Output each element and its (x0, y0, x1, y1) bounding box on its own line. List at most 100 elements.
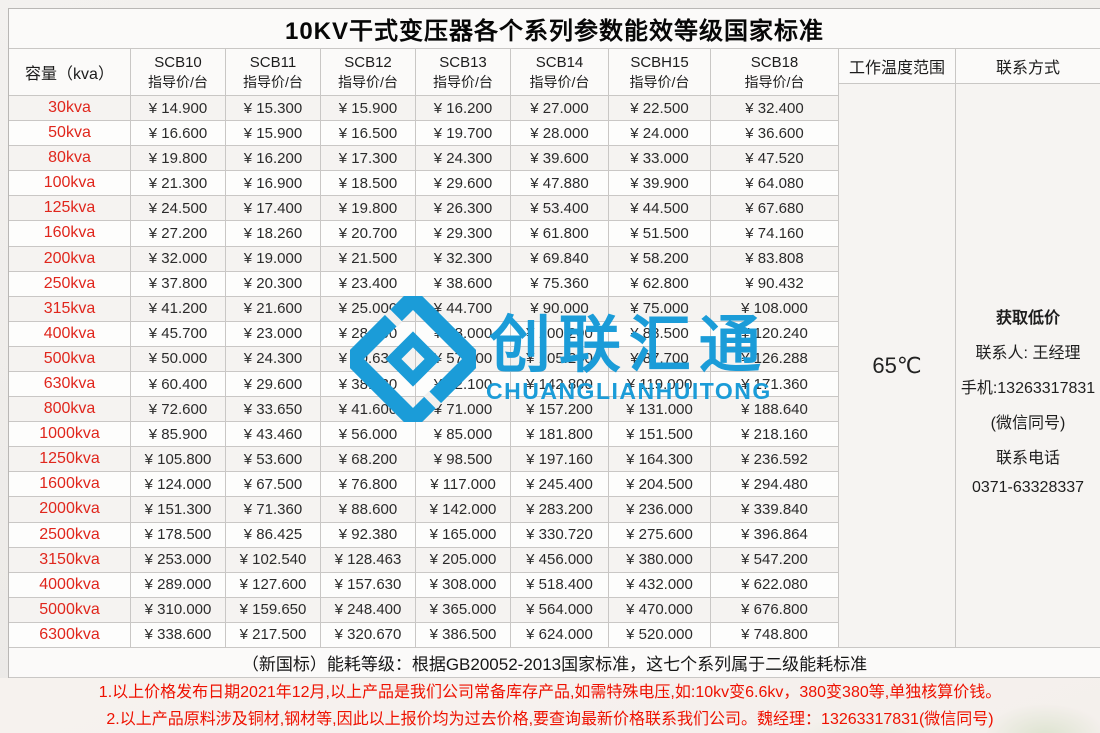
capacity-cell: 30kva (9, 96, 131, 122)
price-cell: ¥ 748.800 (711, 622, 839, 648)
price-cell: ¥ 25.000 (321, 296, 416, 322)
price-cell: ¥ 19.800 (321, 196, 416, 222)
price-cell: ¥ 67.680 (711, 196, 839, 222)
price-cell: ¥ 105.240 (511, 346, 609, 372)
price-cell: ¥ 72.600 (131, 397, 226, 423)
price-cell: ¥ 44.700 (416, 296, 511, 322)
price-cell: ¥ 157.630 (321, 572, 416, 598)
price-cell: ¥ 17.400 (226, 196, 321, 222)
price-cell: ¥ 294.480 (711, 472, 839, 498)
capacity-cell: 200kva (9, 246, 131, 272)
price-cell: ¥ 320.670 (321, 622, 416, 648)
price-cell: ¥ 32.000 (131, 246, 226, 272)
price-cell: ¥ 365.000 (416, 597, 511, 623)
price-cell: ¥ 71.360 (226, 497, 321, 523)
capacity-cell: 1250kva (9, 447, 131, 473)
price-cell: ¥ 38.130 (321, 372, 416, 398)
price-cell: ¥ 41.200 (131, 296, 226, 322)
price-notes: 1.以上价格发布日期2021年12月,以上产品是我们公司常备库存产品,如需特殊电… (0, 678, 1100, 733)
price-cell: ¥ 29.300 (416, 221, 511, 247)
price-cell: ¥ 83.808 (711, 246, 839, 272)
price-cell: ¥ 16.600 (131, 121, 226, 147)
price-cell: ¥ 624.000 (511, 622, 609, 648)
price-cell: ¥ 622.080 (711, 572, 839, 598)
price-cell: ¥ 105.800 (131, 447, 226, 473)
price-cell: ¥ 61.800 (511, 221, 609, 247)
price-cell: ¥ 396.864 (711, 522, 839, 548)
price-cell: ¥ 41.600 (321, 397, 416, 423)
contact-card: 获取低价 联系人: 王经理 手机:13263317831 (微信同号) 联系电话… (956, 84, 1100, 648)
price-cell: ¥ 92.380 (321, 522, 416, 548)
price-cell: ¥ 197.160 (511, 447, 609, 473)
price-cell: ¥ 67.500 (226, 472, 321, 498)
price-cell: ¥ 58.200 (609, 246, 711, 272)
price-cell: ¥ 171.360 (711, 372, 839, 398)
price-cell: ¥ 57.000 (416, 346, 511, 372)
price-cell: ¥ 50.000 (131, 346, 226, 372)
price-cell: ¥ 86.425 (226, 522, 321, 548)
price-cell: ¥ 62.800 (609, 271, 711, 297)
price-cell: ¥ 151.300 (131, 497, 226, 523)
price-cell: ¥ 289.000 (131, 572, 226, 598)
price-cell: ¥ 88.600 (321, 497, 416, 523)
price-cell: ¥ 32.300 (416, 246, 511, 272)
price-cell: ¥ 236.000 (609, 497, 711, 523)
price-cell: ¥ 37.800 (131, 271, 226, 297)
price-cell: ¥ 470.000 (609, 597, 711, 623)
series-header-scb12: SCB12 指导价/台 (321, 49, 416, 96)
price-cell: ¥ 43.460 (226, 422, 321, 448)
price-cell: ¥ 53.600 (226, 447, 321, 473)
price-cell: ¥ 338.600 (131, 622, 226, 648)
price-cell: ¥ 142.800 (511, 372, 609, 398)
price-cell: ¥ 547.200 (711, 547, 839, 573)
price-cell: ¥ 676.800 (711, 597, 839, 623)
price-cell: ¥ 62.100 (416, 372, 511, 398)
price-cell: ¥ 36.600 (711, 121, 839, 147)
price-cell: ¥ 33.000 (609, 146, 711, 172)
price-cell: ¥ 90.000 (511, 296, 609, 322)
price-cell: ¥ 75.000 (609, 296, 711, 322)
price-cell: ¥ 39.600 (511, 146, 609, 172)
capacity-cell: 800kva (9, 397, 131, 423)
series-header-scb13: SCB13 指导价/台 (416, 49, 511, 96)
price-cell: ¥ 74.160 (711, 221, 839, 247)
capacity-cell: 315kva (9, 296, 131, 322)
price-cell: ¥ 15.900 (321, 96, 416, 122)
price-cell: ¥ 39.900 (609, 171, 711, 197)
capacity-cell: 400kva (9, 321, 131, 347)
price-cell: ¥ 432.000 (609, 572, 711, 598)
capacity-cell: 1000kva (9, 422, 131, 448)
capacity-cell: 50kva (9, 121, 131, 147)
price-cell: ¥ 126.288 (711, 346, 839, 372)
price-cell: ¥ 564.000 (511, 597, 609, 623)
price-cell: ¥ 98.500 (416, 447, 511, 473)
price-cell: ¥ 26.300 (416, 196, 511, 222)
phone-number: 0371-63328337 (971, 479, 1085, 496)
price-cell: ¥ 16.200 (416, 96, 511, 122)
price-cell: ¥ 44.500 (609, 196, 711, 222)
price-cell: ¥ 69.840 (511, 246, 609, 272)
price-cell: ¥ 131.000 (609, 397, 711, 423)
price-cell: ¥ 236.592 (711, 447, 839, 473)
price-cell: ¥ 29.600 (416, 171, 511, 197)
price-cell: ¥ 520.000 (609, 622, 711, 648)
price-cell: ¥ 85.900 (131, 422, 226, 448)
price-cell: ¥ 75.360 (511, 271, 609, 297)
price-cell: ¥ 339.840 (711, 497, 839, 523)
price-cell: ¥ 15.300 (226, 96, 321, 122)
page-title: 10KV干式变压器各个系列参数能效等级国家标准 (9, 9, 1100, 49)
capacity-cell: 2000kva (9, 497, 131, 523)
price-cell: ¥ 16.900 (226, 171, 321, 197)
price-cell: ¥ 56.000 (321, 422, 416, 448)
series-header-scb10: SCB10 指导价/台 (131, 49, 226, 96)
series-header-scb18: SCB18 指导价/台 (711, 49, 839, 96)
capacity-cell: 630kva (9, 372, 131, 398)
price-cell: ¥ 30.630 (321, 346, 416, 372)
price-cell: ¥ 165.000 (416, 522, 511, 548)
price-cell: ¥ 283.200 (511, 497, 609, 523)
price-cell: ¥ 248.400 (321, 597, 416, 623)
price-cell: ¥ 330.720 (511, 522, 609, 548)
price-cell: ¥ 20.700 (321, 221, 416, 247)
price-cell: ¥ 60.400 (131, 372, 226, 398)
price-cell: ¥ 24.300 (226, 346, 321, 372)
